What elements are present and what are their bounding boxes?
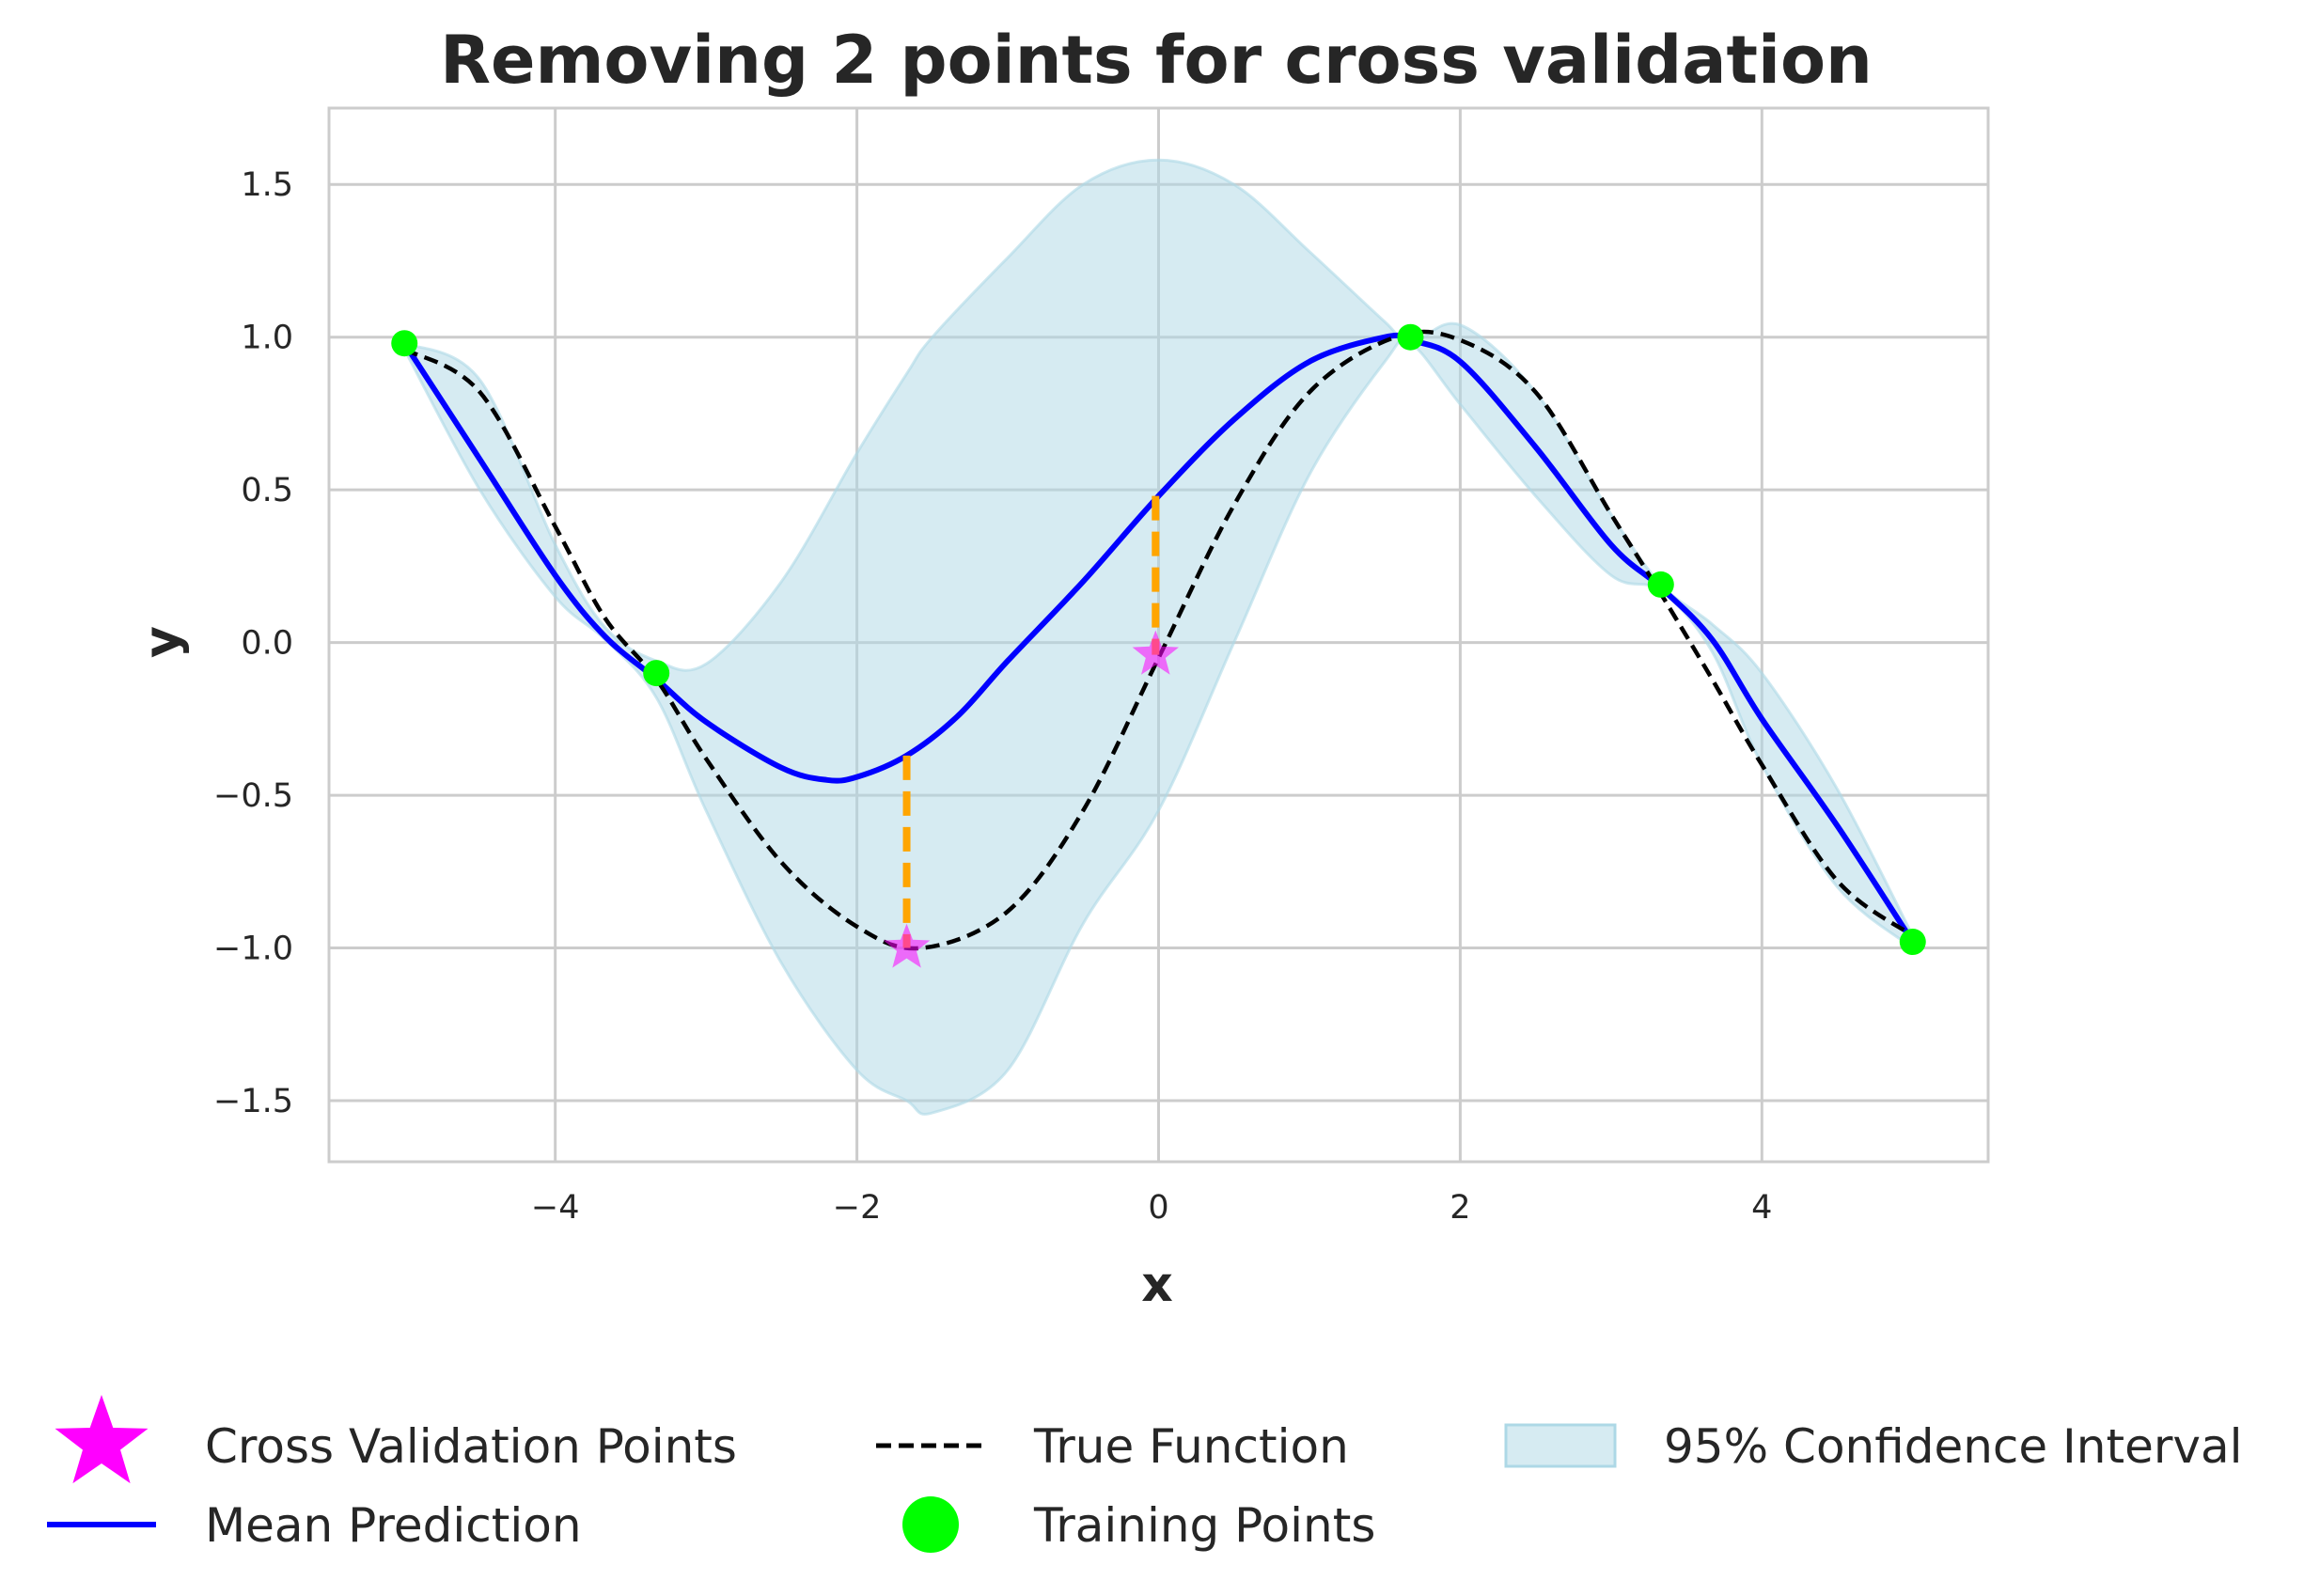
x-axis-label: x [1141,1257,1173,1313]
y-tick-label: 0.5 [241,472,293,509]
legend: Cross Validation Points Mean Prediction Tr… [47,1395,2243,1553]
y-tick-label: −1.5 [213,1083,293,1120]
x-tick-label: −4 [531,1189,580,1227]
x-tick-label: 2 [1450,1189,1470,1227]
y-tick-label: 1.5 [241,166,293,204]
y-tick-label: 0.0 [241,625,293,663]
training-point [643,660,670,687]
y-tick-label: 1.0 [241,320,293,357]
confidence-band-area [402,158,1915,1116]
residual-lines [902,495,1160,948]
legend-label: Training Points [1033,1498,1375,1553]
x-tick-label: −2 [833,1189,882,1227]
chart-title: Removing 2 points for cross validation [440,22,1873,99]
y-tick-label: −1.0 [213,931,293,968]
cross-validation-point [883,923,931,968]
x-tick-label: 0 [1148,1189,1168,1227]
data-points [391,323,1926,968]
legend-star-icon [55,1395,149,1484]
cross-validation-point [1132,630,1179,675]
training-point [1647,571,1674,598]
x-tick-label: 4 [1751,1189,1772,1227]
training-point [1397,323,1424,351]
confidence-band [402,158,1915,1116]
tick-labels: −4 −2 0 2 4 −1.5 −1.0 −0.5 0.0 0.5 1.0 1.5 [213,166,1772,1227]
y-axis-label: y [134,626,191,658]
legend-label: 95% Confidence Interval [1664,1419,2243,1474]
legend-patch-icon [1504,1423,1617,1468]
legend-label: Mean Prediction [205,1498,582,1553]
plot-frame [327,106,1990,1164]
training-point [1899,929,1926,956]
y-tick-label: −0.5 [213,777,293,815]
training-point [391,330,418,357]
legend-label: Cross Validation Points [205,1419,737,1474]
legend-label: True Function [1033,1419,1349,1474]
legend-circle-icon [902,1496,959,1553]
